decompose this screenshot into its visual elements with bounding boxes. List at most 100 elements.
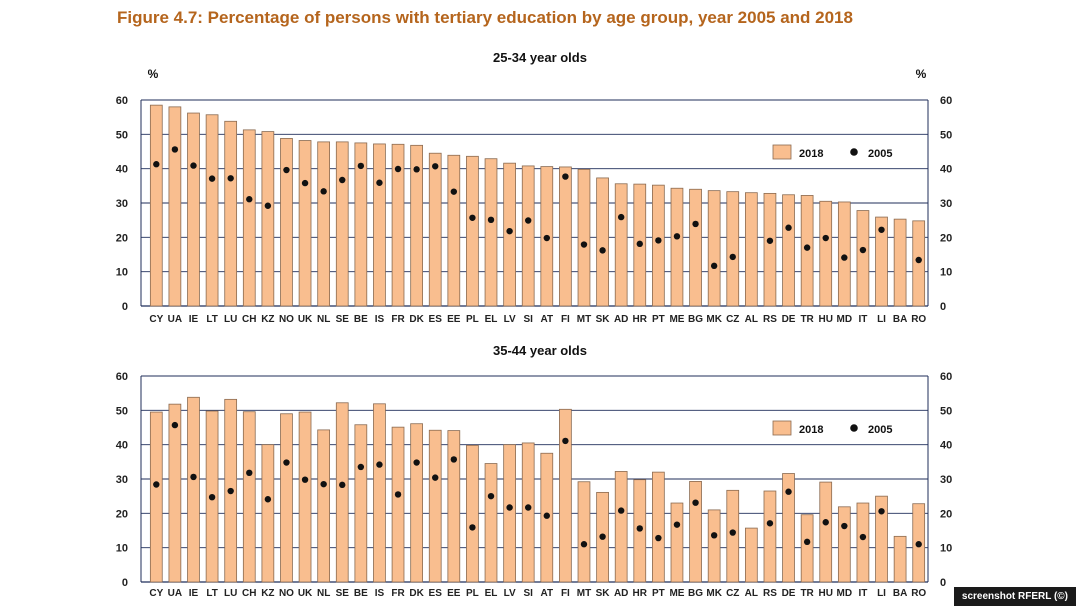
dot-RO <box>915 256 922 264</box>
dot-EE <box>450 456 458 463</box>
bar-EE <box>447 430 461 583</box>
bar-AD <box>614 471 628 583</box>
dot-CY <box>153 481 160 488</box>
bar-NL <box>317 429 331 583</box>
bar-AL <box>744 192 758 307</box>
y-tick-label-right: 20 <box>940 232 952 244</box>
x-tick-label: CZ <box>726 588 739 599</box>
y-tick-label-right: 10 <box>940 543 952 555</box>
dot-DE <box>785 224 792 231</box>
dot-PL <box>469 214 476 221</box>
dot-DE <box>785 488 792 495</box>
legend-bar-swatch <box>772 144 792 160</box>
legend-dot-swatch <box>850 424 858 432</box>
x-tick-label: CH <box>242 588 256 599</box>
x-tick-label: SI <box>523 588 533 599</box>
x-tick-label: TR <box>800 314 814 325</box>
bar-NO <box>280 413 293 583</box>
bar-SI <box>521 442 535 583</box>
bar-MD <box>837 506 851 583</box>
bar-AL <box>744 527 758 583</box>
chart-25-34: 25-34 year olds% % 0 0 10 10 20 20 30 30 40 40 50 50 6… <box>116 50 953 325</box>
bar-DE <box>782 473 795 583</box>
x-tick-label: BA <box>893 588 907 599</box>
bar-PL <box>466 155 479 307</box>
bar-MK <box>707 190 721 307</box>
y-tick-label-right: 50 <box>940 405 952 417</box>
dot-ES <box>432 163 439 170</box>
dot-LI <box>878 226 885 233</box>
dot-IS <box>376 461 383 468</box>
dot-LU <box>227 175 234 182</box>
dot-NL <box>320 188 327 195</box>
dot-LV <box>506 227 513 235</box>
y-tick-label-left: 10 <box>116 267 128 279</box>
x-tick-label: BG <box>688 314 703 325</box>
y-tick-label-right: 50 <box>940 129 952 141</box>
x-tick-label: MT <box>577 588 591 599</box>
dot-HU <box>822 519 829 526</box>
bar-SK <box>596 177 609 307</box>
dot-PT <box>655 237 662 244</box>
dot-IT <box>859 246 867 254</box>
dot-AT <box>543 234 550 242</box>
x-tick-label: IS <box>375 314 385 325</box>
dot-CY <box>153 161 160 168</box>
x-tick-label: AL <box>745 314 758 325</box>
x-tick-label: AL <box>745 588 758 599</box>
x-tick-label: LT <box>206 588 217 599</box>
dot-FR <box>394 165 402 173</box>
x-tick-label: BE <box>354 588 368 599</box>
bar-EE <box>447 154 461 307</box>
dot-LI <box>878 508 885 515</box>
dot-PT <box>655 534 662 542</box>
dot-SK <box>599 247 606 254</box>
y-tick-label-right: 20 <box>940 508 952 520</box>
y-tick-label-right: 30 <box>940 474 952 486</box>
bar-CY <box>149 104 163 307</box>
bar-AD <box>614 183 628 307</box>
bar-LV <box>503 162 516 307</box>
dot-RS <box>766 520 774 527</box>
dot-NO <box>283 459 290 466</box>
x-tick-label: DE <box>782 588 796 599</box>
dot-UK <box>301 179 309 187</box>
y-tick-label-left: 0 <box>122 577 128 589</box>
dot-AT <box>543 512 550 519</box>
x-tick-label: IT <box>858 314 867 325</box>
dot-MK <box>710 262 718 270</box>
dot-SK <box>599 533 606 540</box>
x-tick-label: SE <box>336 314 350 325</box>
x-tick-label: LI <box>877 314 886 325</box>
x-tick-label: RO <box>911 314 926 325</box>
bar-DK <box>410 144 423 307</box>
bar-IE <box>187 112 200 307</box>
x-tick-label: UK <box>298 314 313 325</box>
legend-dot-swatch <box>850 148 858 156</box>
dot-EL <box>487 216 495 224</box>
x-tick-label: KZ <box>261 314 274 325</box>
bar-SE <box>335 402 349 583</box>
y-tick-label-right: 10 <box>940 267 952 279</box>
dot-IE <box>190 473 197 481</box>
dot-FI <box>562 437 569 445</box>
legend-dot-label: 2005 <box>868 424 892 436</box>
dot-CZ <box>729 529 736 536</box>
x-tick-label: BE <box>354 314 368 325</box>
dot-MK <box>710 532 718 539</box>
bar-CH <box>242 411 256 583</box>
x-tick-label: ME <box>669 588 684 599</box>
y-unit-right: % <box>916 67 927 81</box>
dot-DK <box>413 166 420 173</box>
x-tick-label: DK <box>409 314 424 325</box>
dot-EL <box>487 492 495 500</box>
x-tick-label: FI <box>561 314 570 325</box>
x-tick-label: UA <box>168 588 182 599</box>
y-tick-label-right: 60 <box>940 95 952 107</box>
bar-IS <box>373 403 386 583</box>
bar-KZ <box>261 131 275 307</box>
x-tick-label: AT <box>541 314 554 325</box>
bar-IT <box>856 210 870 307</box>
dot-UA <box>171 421 179 429</box>
bar-PT <box>652 471 665 583</box>
